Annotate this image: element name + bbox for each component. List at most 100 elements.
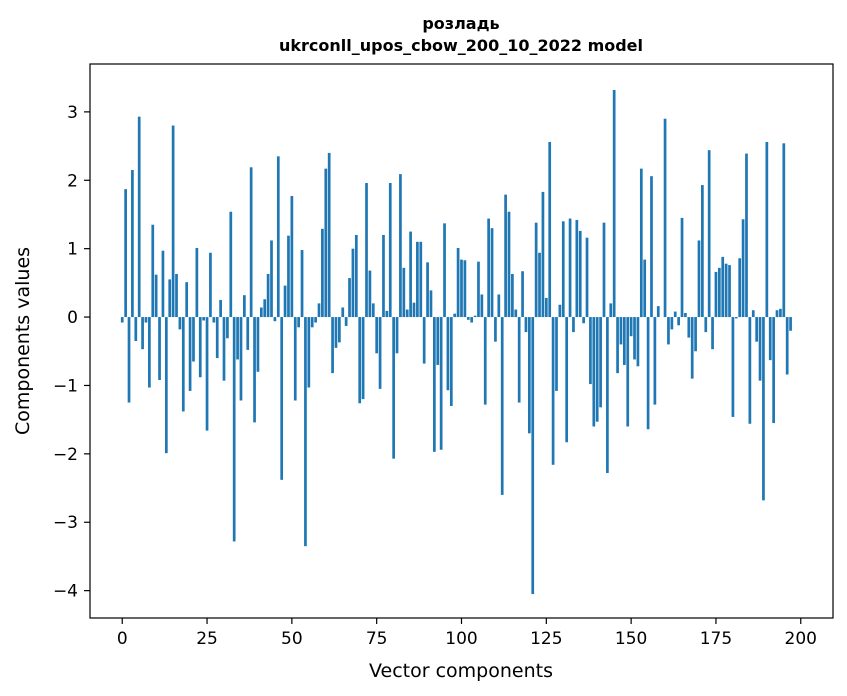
- bar-151: [633, 317, 636, 360]
- x-tick-label: 150: [615, 629, 647, 649]
- plot-area-frame: [89, 63, 834, 619]
- bar-7: [144, 317, 148, 323]
- bar-171: [701, 185, 704, 318]
- bar-79: [388, 183, 392, 318]
- bar-156: [650, 176, 653, 318]
- bar-167: [687, 317, 691, 338]
- bar-196: [785, 317, 789, 375]
- bar-122: [534, 222, 538, 318]
- bar-180: [731, 317, 735, 417]
- bar-187: [755, 317, 759, 342]
- bar-48: [283, 285, 287, 318]
- bar-54: [304, 317, 307, 547]
- bar-15: [171, 125, 175, 318]
- bar-35: [239, 317, 243, 401]
- bar-12: [161, 250, 165, 318]
- bar-110: [494, 317, 497, 342]
- bar-191: [768, 317, 772, 361]
- bar-148: [622, 317, 626, 365]
- bar-19: [185, 282, 189, 318]
- bar-143: [606, 317, 609, 473]
- bar-20: [188, 317, 192, 391]
- bar-98: [453, 313, 457, 318]
- bar-189: [762, 317, 765, 501]
- bar-84: [405, 309, 409, 318]
- bar-56: [310, 317, 314, 328]
- bar-136: [582, 317, 585, 324]
- bar-97: [449, 317, 453, 406]
- bar-169: [694, 317, 697, 352]
- bar-40: [256, 317, 260, 372]
- bar-43: [266, 273, 270, 318]
- bar-138: [589, 317, 592, 385]
- bar-75: [375, 317, 379, 354]
- bar-132: [568, 218, 572, 318]
- bar-152: [636, 317, 640, 367]
- bar-73: [368, 270, 372, 318]
- x-tick-label: 25: [196, 629, 218, 649]
- bar-32: [229, 211, 233, 318]
- bar-142: [602, 222, 606, 318]
- bar-103: [470, 317, 474, 323]
- x-tick-label: 125: [530, 629, 562, 649]
- bar-177: [721, 256, 725, 318]
- bar-154: [643, 259, 647, 318]
- bar-50: [290, 196, 294, 318]
- bar-78: [385, 310, 389, 318]
- bar-176: [717, 267, 721, 318]
- bar-161: [667, 317, 670, 345]
- bar-165: [680, 217, 684, 318]
- bar-88: [419, 241, 423, 318]
- bar-100: [460, 259, 463, 318]
- bar-126: [548, 141, 552, 318]
- bar-24: [202, 317, 206, 321]
- bar-125: [544, 297, 548, 318]
- bar-38: [249, 167, 253, 318]
- bar-93: [436, 317, 440, 365]
- bar-115: [511, 273, 514, 318]
- bar-55: [307, 317, 311, 388]
- x-tick-label: 75: [366, 629, 388, 649]
- bar-107: [483, 317, 487, 405]
- bar-86: [412, 302, 416, 318]
- bar-92: [433, 317, 436, 452]
- bar-166: [684, 312, 687, 318]
- y-tick-label: −4: [53, 582, 78, 602]
- x-tick-label: 175: [700, 629, 732, 649]
- bar-68: [351, 248, 355, 318]
- y-tick-label: 2: [67, 171, 78, 191]
- bar-81: [395, 317, 399, 354]
- bar-145: [612, 89, 616, 318]
- bars-group: [120, 89, 792, 595]
- bar-192: [772, 317, 775, 424]
- bar-4: [134, 317, 138, 341]
- bar-28: [215, 317, 219, 359]
- bar-16: [175, 273, 178, 318]
- bar-137: [585, 237, 589, 318]
- bar-147: [619, 317, 623, 345]
- bar-130: [561, 221, 565, 318]
- bar-17: [178, 317, 182, 330]
- bar-105: [477, 261, 480, 318]
- bar-77: [382, 234, 385, 318]
- bar-2: [127, 317, 131, 403]
- bar-53: [300, 250, 304, 318]
- x-axis-ticks: 0 25 50 75 100 125 150 175 200: [117, 618, 817, 649]
- y-tick-label: −1: [53, 376, 78, 396]
- bar-21: [192, 317, 195, 362]
- bar-65: [341, 307, 345, 318]
- x-tick-label: 200: [785, 629, 817, 649]
- bar-121: [531, 317, 535, 595]
- bar-186: [751, 310, 755, 318]
- bar-120: [528, 317, 531, 434]
- bar-5: [137, 116, 141, 318]
- bar-57: [314, 317, 317, 323]
- bar-26: [209, 252, 212, 318]
- y-axis-label: Components values: [12, 247, 34, 435]
- x-axis-label: Vector components: [369, 660, 553, 682]
- y-tick-label: 1: [67, 240, 78, 260]
- y-tick-label: −2: [53, 445, 78, 465]
- bar-8: [148, 317, 151, 388]
- bar-70: [358, 317, 362, 404]
- bar-124: [541, 191, 545, 318]
